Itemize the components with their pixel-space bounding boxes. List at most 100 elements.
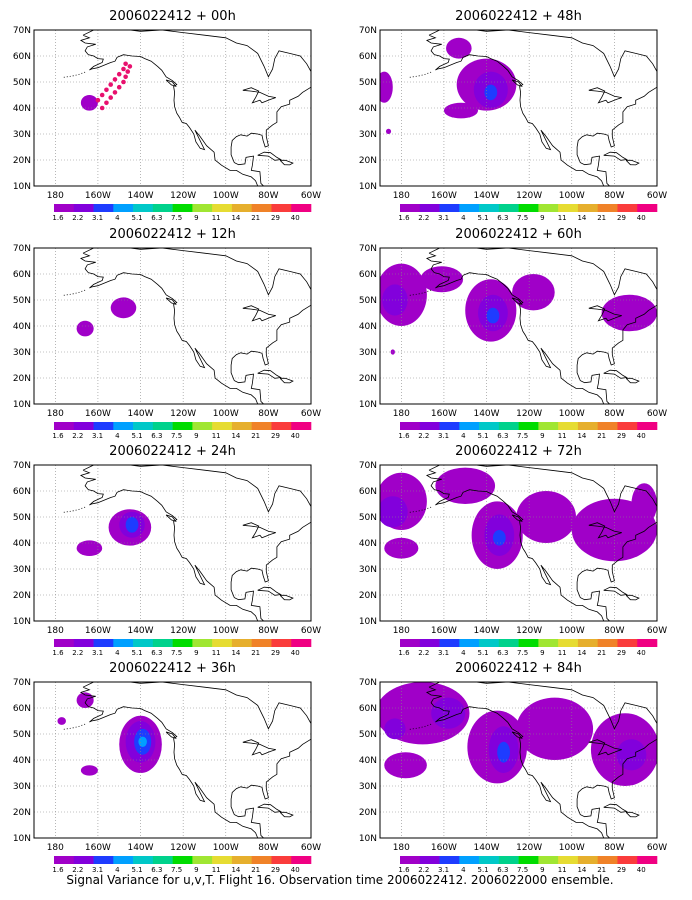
colorbar-label: 29 [617,866,626,874]
colorbar-label: 40 [291,866,300,874]
signal-variance-area [631,483,657,525]
colorbar-swatch [113,422,134,430]
map-frame [33,29,312,187]
colorbar-swatch [133,204,154,212]
lon-tick-label: 100W [213,626,239,636]
colorbar-swatch [192,422,213,430]
colorbar-swatch [577,856,598,864]
lon-tick-label: 180 [47,409,64,419]
lat-tick-label: 70N [359,244,377,254]
lon-tick-label: 60W [647,843,667,853]
colorbar-swatch [597,204,618,212]
colorbar-swatch [400,856,421,864]
lon-tick-label: 140W [473,626,499,636]
colorbar-swatch [54,204,75,212]
colorbar-label: 1.6 [398,866,410,874]
lat-tick-label: 60N [359,270,377,280]
colorbar-label: 4 [115,649,120,657]
lon-tick-label: 100W [213,843,239,853]
lon-tick-label: 80W [604,626,624,636]
colorbar-label: 14 [231,432,240,440]
lat-tick-label: 50N [13,513,31,523]
colorbar-swatch [637,204,658,212]
coastline [603,586,628,596]
coastline [63,289,86,296]
colorbar-swatch [291,422,312,430]
coastline [79,248,311,404]
colorbar-swatch [172,204,193,212]
colorbar-label: 2.2 [418,866,429,874]
colorbar-swatch [538,204,559,212]
signal-variance-area [76,320,94,337]
coastline [425,30,657,186]
colorbar-swatch [498,204,519,212]
colorbar-label: 40 [291,649,300,657]
colorbar-label: 21 [597,649,606,657]
colorbar-swatch [419,856,440,864]
colorbar-label: 2.2 [418,214,429,222]
colorbar-swatch [538,856,559,864]
signal-variance-area [446,37,472,59]
coastline [603,151,628,161]
coastline [603,369,628,379]
colorbar-swatch [54,856,75,864]
colorbar-swatch [617,422,638,430]
signal-variance-area [512,274,555,311]
observation-point [112,90,118,95]
colorbar-label: 7.5 [517,866,528,874]
lon-tick-label: 180 [47,843,64,853]
colorbar-swatch [558,639,579,647]
colorbar-swatch [231,639,252,647]
lat-tick-label: 60N [13,704,31,714]
colorbar-swatch [498,856,519,864]
lon-tick-label: 60W [301,843,321,853]
colorbar-swatch [152,639,173,647]
coastline [279,811,294,818]
colorbar-label: 9 [540,432,544,440]
lon-tick-label: 120W [170,191,196,201]
lon-tick-label: 180 [393,409,410,419]
colorbar-label: 9 [540,214,544,222]
colorbar-swatch [73,422,94,430]
colorbar-label: 7.5 [171,432,182,440]
colorbar-swatch [113,204,134,212]
lat-tick-label: 50N [13,730,31,740]
lon-tick-label: 180 [47,626,64,636]
lat-tick-label: 70N [359,26,377,36]
lon-tick-label: 60W [301,626,321,636]
colorbar-swatch [479,639,500,647]
colorbar-swatch [439,204,460,212]
colorbar-swatch [498,422,519,430]
lat-tick-label: 30N [13,782,31,792]
lat-tick-label: 30N [359,348,377,358]
colorbar-label: 3.1 [438,432,449,440]
colorbar-label: 6.3 [151,866,162,874]
colorbar-swatch [73,639,94,647]
lon-tick-label: 140W [127,626,153,636]
colorbar-label: 7.5 [517,214,528,222]
colorbar-label: 4 [115,214,120,222]
colorbar-swatch [113,639,134,647]
colorbar-label: 40 [291,432,300,440]
lon-tick-label: 160W [85,191,111,201]
observation-point [123,61,128,67]
colorbar-label: 3.1 [438,214,449,222]
colorbar-label: 9 [194,214,198,222]
colorbar-label: 9 [194,649,198,657]
signal-variance-area [601,294,657,332]
colorbar-label: 14 [231,649,240,657]
colorbar-label: 29 [271,649,280,657]
coastline [625,377,640,384]
lon-tick-label: 140W [127,409,153,419]
colorbar-swatch [113,856,134,864]
lat-tick-label: 10N [13,182,31,192]
lat-tick-label: 20N [13,374,31,384]
colorbar-swatch [291,204,312,212]
lon-tick-label: 180 [393,191,410,201]
colorbar-label: 14 [577,214,586,222]
lon-tick-label: 100W [559,626,585,636]
colorbar-label: 29 [617,214,626,222]
signal-variance-area [80,95,98,111]
coastline [242,739,276,756]
